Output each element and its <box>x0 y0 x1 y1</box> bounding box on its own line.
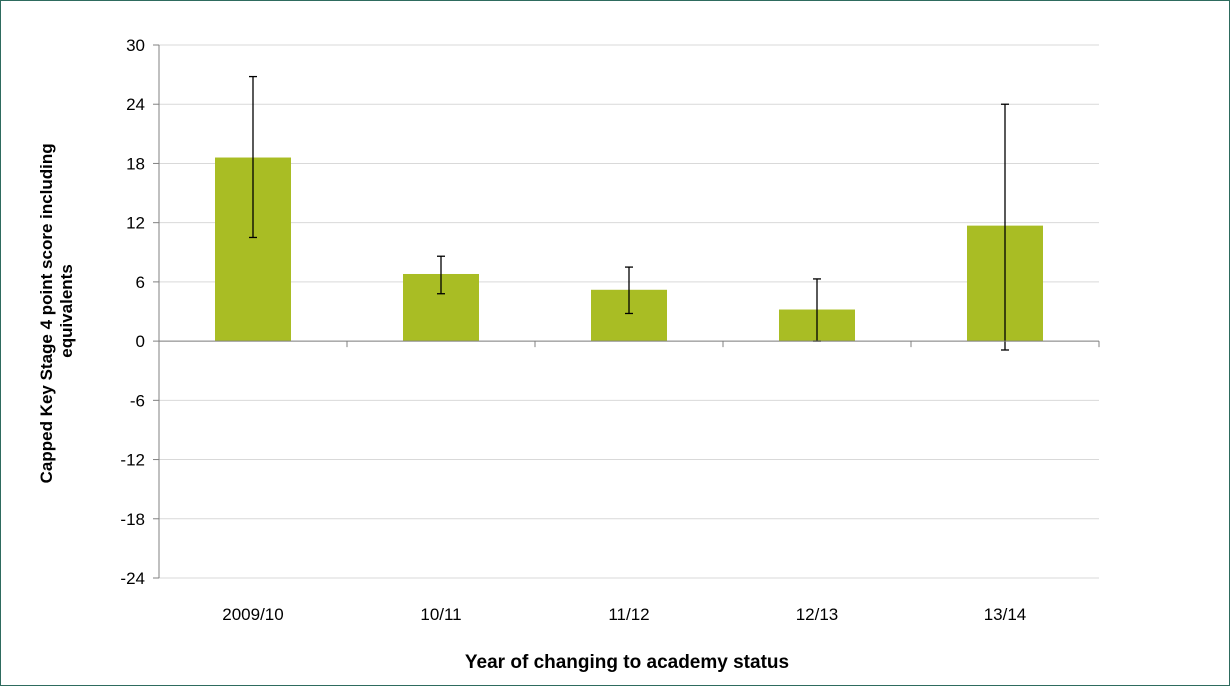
x-tick-label: 13/14 <box>984 605 1027 624</box>
y-tick-label: 30 <box>126 36 145 55</box>
y-tick-label: 24 <box>126 95 145 114</box>
y-tick-label: -12 <box>120 451 145 470</box>
y-axis-title-line-1: Capped Key Stage 4 point score including <box>37 143 56 483</box>
y-tick-label: 6 <box>136 273 145 292</box>
x-tick-label: 11/12 <box>608 605 649 624</box>
x-tick-labels: 2009/10 10/11 11/12 12/13 13/14 <box>222 605 1026 624</box>
y-tick-label: -6 <box>130 391 145 410</box>
axes <box>153 44 1100 579</box>
x-tick-label: 12/13 <box>796 605 839 624</box>
x-axis-title: Year of changing to academy status <box>465 652 789 673</box>
x-tick-label: 2009/10 <box>222 605 283 624</box>
y-tick-label: -24 <box>120 569 145 588</box>
y-tick-labels: 30 24 18 12 6 0 -6 -12 -18 -24 <box>120 36 145 588</box>
y-tick-label: -18 <box>120 510 145 529</box>
y-tick-label: 18 <box>126 154 145 173</box>
y-axis-title-line-2: equivalents <box>57 264 76 358</box>
y-tick-label: 0 <box>136 332 145 351</box>
error-bars <box>249 75 1009 351</box>
y-axis-title: Capped Key Stage 4 point score including… <box>37 139 76 484</box>
y-tick-label: 12 <box>126 214 145 233</box>
x-tick-label: 10/11 <box>420 605 461 624</box>
